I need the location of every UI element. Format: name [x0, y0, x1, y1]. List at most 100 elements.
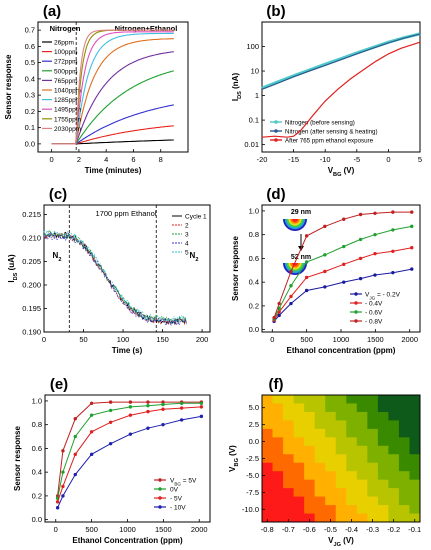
panel-f: (f) -0.8 -0.7 -0.6 -0.5 -0.4 -0.3 -0.2 -0.1 5.0 2.…: [228, 376, 421, 548]
heatmap-cell: [367, 462, 379, 472]
legend-label: 3: [185, 232, 189, 239]
legend-label: 1285ppm: [54, 97, 81, 104]
heatmap-cell: [388, 428, 400, 438]
x-tick-label: 0: [42, 335, 46, 344]
data-point: [89, 413, 94, 417]
series-line: [57, 402, 202, 499]
x-tick-label: 0: [54, 525, 58, 534]
data-point: [410, 210, 414, 214]
panel-c: 0 50 100 150 200 0.190 0.195 0.200 0.205 0.210 0.2…: [7, 186, 211, 355]
heatmap-cell: [325, 420, 337, 430]
heatmap-cell: [325, 513, 337, 523]
x-tick-label: -0.7: [282, 525, 295, 534]
panel-label: (f): [269, 376, 284, 393]
heatmap-cell: [346, 428, 358, 438]
legend-marker: [274, 138, 278, 142]
data-point: [373, 273, 377, 277]
data-point: [161, 400, 165, 404]
heatmap-cell: [304, 445, 316, 455]
y-axis-label: Sensor response: [231, 235, 240, 300]
x-tick-label: 6: [131, 155, 135, 164]
heatmap-cell: [293, 479, 305, 489]
y-tick-label: 10: [251, 67, 259, 76]
x-axis-label: VBG (V): [328, 166, 355, 178]
heatmap-cell: [398, 411, 410, 421]
x-tick-label: -20: [257, 155, 268, 164]
x-axis-label: Ethanol Concentration (ppm): [72, 536, 183, 545]
heatmap-cell: [409, 505, 421, 514]
series-line: [43, 231, 187, 326]
heatmap-cell: [262, 505, 273, 514]
heatmap-cell: [346, 505, 358, 514]
y-tick-label: 100: [246, 42, 259, 51]
heatmap-cell: [398, 488, 410, 497]
data-point: [289, 294, 293, 299]
annotation: 29 nm: [291, 209, 311, 216]
heatmap-cell: [283, 454, 294, 464]
heatmap-cell: [346, 437, 358, 447]
series-line: [57, 406, 202, 502]
y-tick-label: 0.215: [22, 210, 41, 219]
heatmap-cell: [409, 471, 421, 481]
y-tick-label: 0.6: [249, 254, 259, 263]
data-point: [128, 400, 133, 404]
heatmap-cell: [398, 462, 410, 472]
heatmap-cell: [293, 437, 305, 447]
x-tick-label: 1500: [367, 335, 384, 344]
heatmap-cell: [367, 395, 379, 404]
heatmap-cell: [272, 496, 284, 506]
heatmap-cell: [314, 505, 326, 514]
heatmap-cell: [346, 488, 358, 497]
data-point: [277, 301, 281, 306]
legend-label: 100ppm: [54, 49, 78, 56]
data-point: [289, 269, 293, 274]
heatmap-cell: [304, 420, 316, 430]
y-tick-label: -5.0: [246, 471, 259, 480]
heatmap-cell: [398, 496, 410, 506]
heatmap-cell: [377, 462, 389, 472]
heatmap-cell: [409, 411, 421, 421]
heatmap-cell: [283, 437, 294, 447]
heatmap-cell: [398, 505, 410, 514]
heatmap-cell: [388, 395, 400, 404]
heatmap-cell: [367, 479, 379, 489]
heatmap-cell: [367, 505, 379, 514]
heatmap-cell: [356, 505, 368, 514]
heatmap-cell: [409, 403, 421, 413]
data-point: [391, 210, 395, 214]
heatmap-cell: [325, 462, 337, 472]
heatmap-cell: [356, 488, 368, 497]
heatmap-cell: [388, 471, 400, 481]
series-line: [43, 232, 187, 326]
legend-marker: [158, 496, 162, 500]
y-tick-label: -7.5: [246, 488, 259, 497]
data-point: [146, 409, 150, 414]
heatmap-cell: [377, 479, 389, 489]
series-line: [51, 29, 174, 145]
x-tick-label: -0.8: [261, 525, 274, 534]
data-point: [161, 402, 165, 407]
heatmap-cell: [304, 411, 316, 421]
heatmap-cell: [272, 403, 284, 413]
data-point: [272, 316, 276, 320]
data-point: [73, 452, 77, 457]
heatmap-cell: [262, 395, 273, 404]
data-point: [277, 313, 281, 318]
heatmap-cell: [304, 437, 316, 447]
heatmap-cell: [283, 462, 294, 472]
x-tick-label: 200: [196, 335, 209, 344]
heatmap-cell: [293, 462, 305, 472]
x-tick-label: 2000: [191, 525, 208, 534]
heatmap-cell: [356, 513, 368, 523]
heatmap-cell: [356, 420, 368, 430]
depletion-shape: [292, 219, 298, 222]
y-tick-label: 0.0: [249, 437, 259, 446]
series-line: [273, 211, 412, 318]
heatmap-cell: [377, 395, 389, 404]
data-point: [342, 217, 346, 221]
data-point: [179, 418, 184, 422]
heatmap-cell: [304, 471, 316, 481]
heatmap-cell: [262, 462, 273, 472]
series-line: [43, 229, 187, 324]
heatmap-cell: [325, 445, 337, 455]
